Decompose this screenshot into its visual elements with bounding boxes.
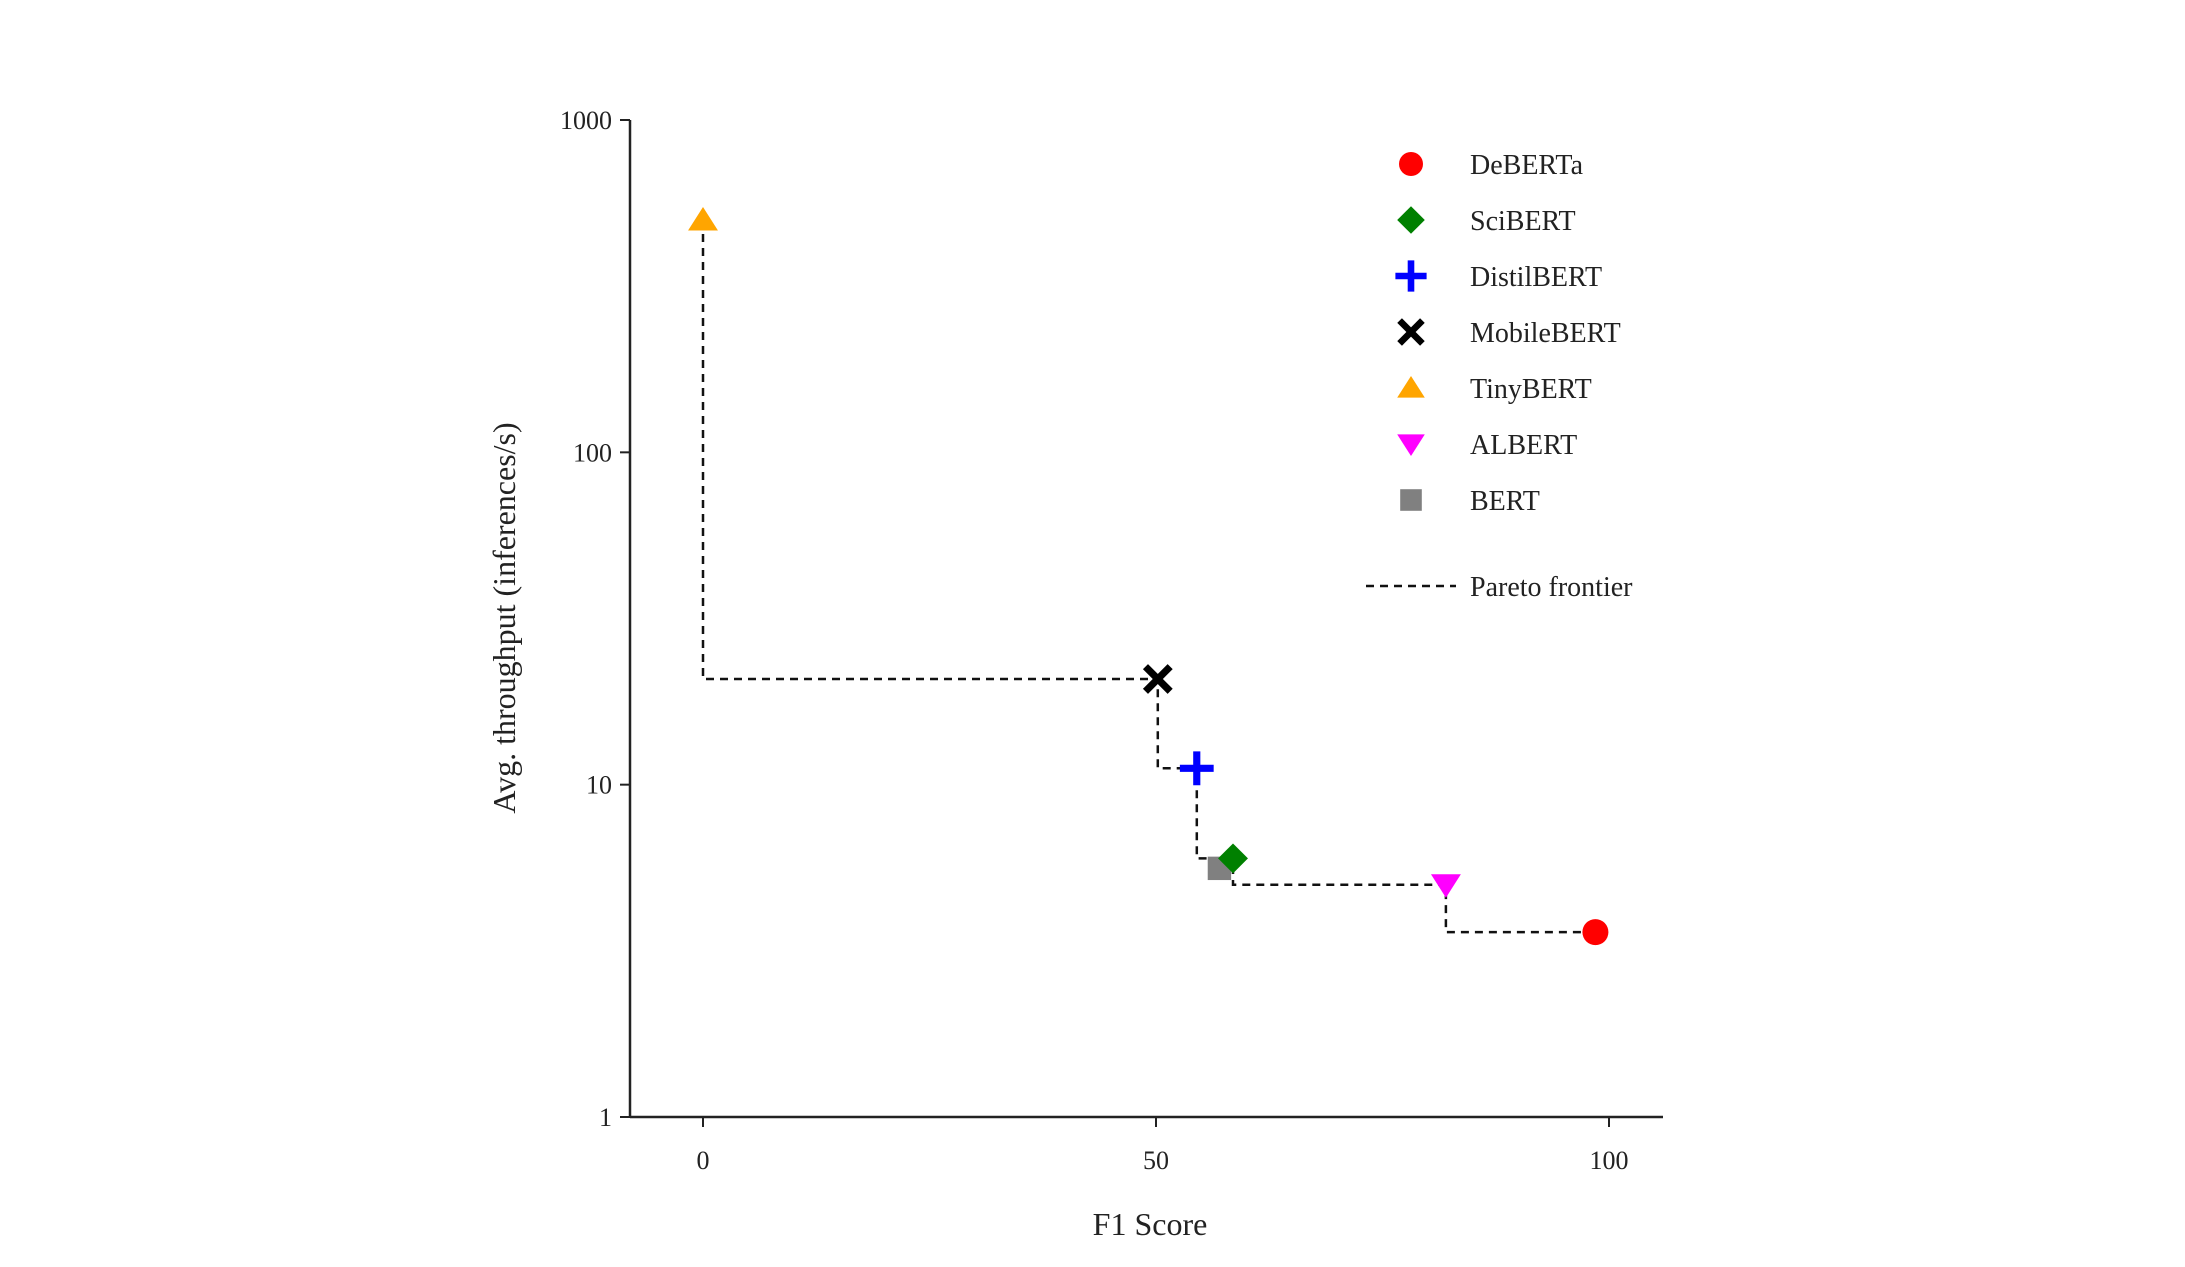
y-axis-title: Avg. throughput (inferences/s): [486, 422, 522, 813]
y-tick-label: 1000: [560, 106, 612, 135]
x-axis-title: F1 Score: [1093, 1206, 1208, 1242]
legend-marker-tinybert: [1397, 376, 1425, 398]
x-tick-label: 50: [1143, 1146, 1169, 1175]
legend-label: ALBERT: [1470, 430, 1577, 461]
legend-marker-scibert: [1397, 206, 1425, 234]
x-tick-label: 100: [1590, 1146, 1629, 1175]
legend-label: SciBERT: [1470, 206, 1576, 237]
legend-label: BERT: [1470, 486, 1540, 517]
legend-marker-distilbert: [1395, 260, 1427, 292]
axes: [628, 120, 1663, 1119]
legend-label: MobileBERT: [1470, 318, 1621, 349]
y-tick-label: 10: [586, 771, 612, 800]
data-point-distilbert: [1179, 751, 1214, 786]
legend-marker-deberta: [1399, 152, 1423, 176]
legend-marker-albert: [1397, 434, 1425, 456]
y-tick-label: 1: [599, 1103, 612, 1132]
y-tick-label: 100: [573, 438, 612, 467]
legend-label: Pareto frontier: [1470, 572, 1633, 603]
data-point-scibert: [1218, 843, 1248, 874]
x-tick-label: 0: [697, 1146, 710, 1175]
legend-label: DistilBERT: [1470, 262, 1602, 293]
data-point-deberta: [1582, 919, 1609, 946]
data-point-tinybert: [688, 207, 718, 231]
data-point-mobilebert: [1142, 664, 1173, 694]
ticks: 0 50 100 1 10 100 1000: [560, 106, 1629, 1175]
legend-label: DeBERTa: [1470, 150, 1584, 181]
data-point-albert: [1430, 874, 1461, 898]
legend-marker-mobilebert: [1397, 318, 1425, 346]
legend-label: TinyBERT: [1470, 374, 1592, 405]
legend: DeBERTa SciBERT DistilBERT MobileBERT TinyBE…: [1366, 150, 1633, 603]
pareto-frontier-line: [701, 220, 1596, 934]
data-markers: [688, 207, 1609, 946]
legend-marker-bert: [1400, 489, 1422, 511]
